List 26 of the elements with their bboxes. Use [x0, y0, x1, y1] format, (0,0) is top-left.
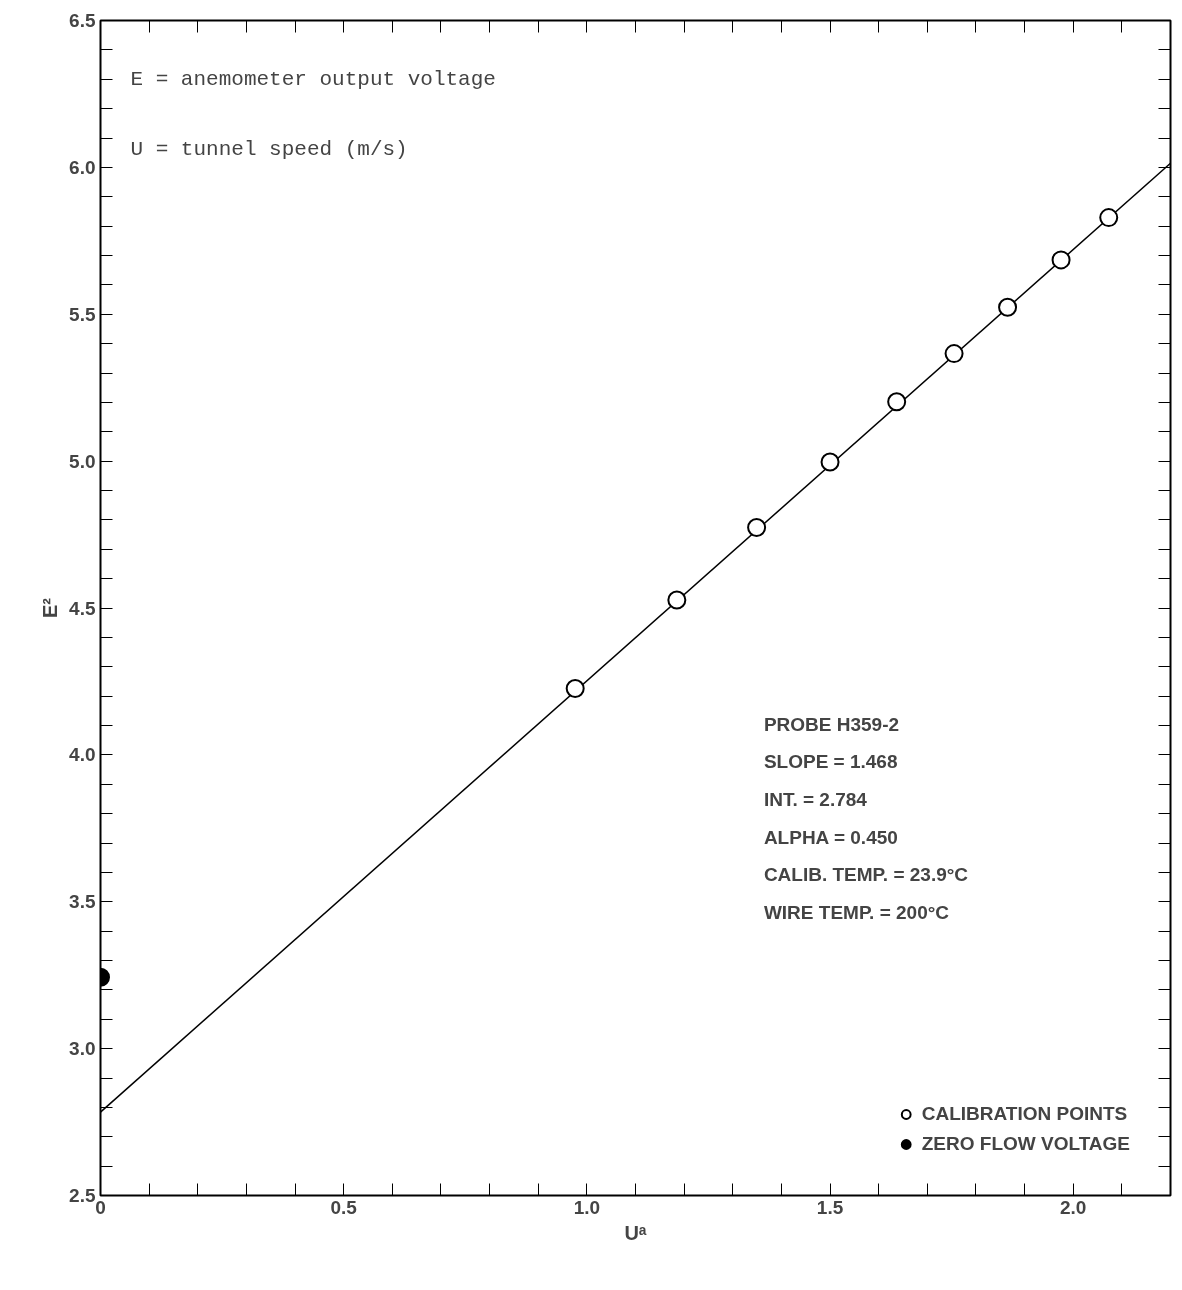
x-tick-label: 0.5 [330, 1196, 358, 1218]
y-tick-label: 6.5 [69, 10, 96, 31]
annotation: CALIB. TEMP. = 23.9°C [763, 864, 969, 886]
annotation: E = anemometer output voltage [130, 67, 496, 91]
annotation: INT. = 2.784 [763, 788, 868, 810]
y-tick-label: 2.5 [69, 1185, 96, 1206]
annotation: SLOPE = 1.468 [763, 751, 898, 773]
annotation: ALPHA = 0.450 [763, 826, 898, 848]
legend-label: ZERO FLOW VOLTAGE [921, 1133, 1130, 1155]
x-tick-label: 0 [95, 1196, 106, 1218]
x-tick-label: 1.5 [816, 1196, 844, 1218]
annotation: WIRE TEMP. = 200°C [763, 901, 950, 923]
y-axis-title: E² [39, 597, 62, 618]
y-tick-label: 3.0 [69, 1038, 96, 1060]
annotation: PROBE H359-2 [763, 713, 900, 735]
y-tick-label: 3.5 [69, 891, 96, 913]
legend-label: CALIBRATION POINTS [921, 1103, 1128, 1125]
annotation: U = tunnel speed (m/s) [130, 138, 408, 161]
x-axis-title: Uᵃ [624, 1221, 647, 1244]
x-tick-label: 1.0 [573, 1196, 601, 1218]
y-tick-label: 5.5 [69, 303, 96, 325]
y-tick-label: 4.5 [69, 597, 96, 619]
x-tick-label: 2.0 [1060, 1196, 1087, 1218]
y-tick-label: 4.0 [69, 744, 96, 766]
y-tick-label: 5.0 [69, 450, 96, 472]
y-tick-label: 6.0 [69, 156, 96, 178]
